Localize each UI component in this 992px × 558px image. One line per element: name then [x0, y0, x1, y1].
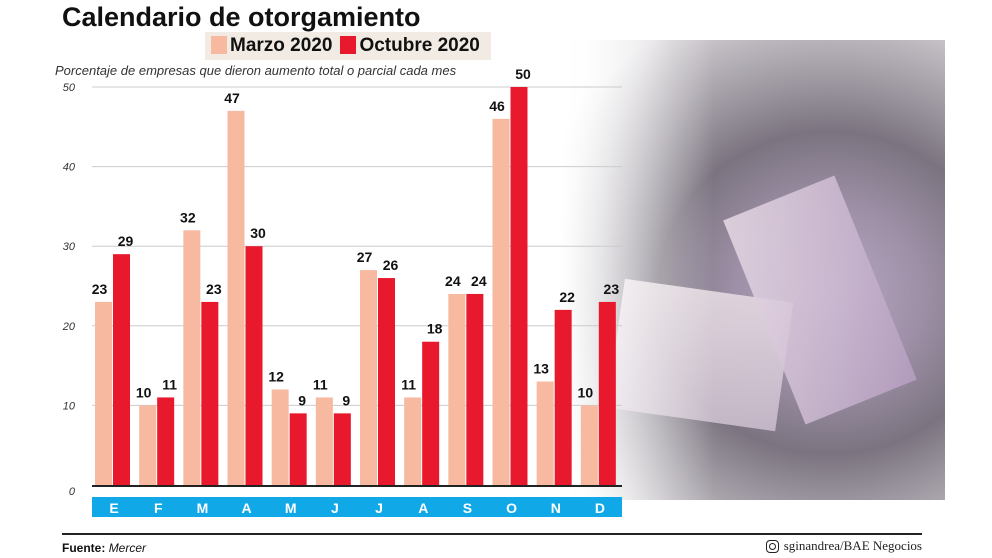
month-label: O — [506, 500, 517, 516]
bar-marzo — [183, 230, 201, 485]
bar-octubre — [245, 246, 263, 485]
bar-marzo — [448, 293, 466, 485]
bar-octubre — [333, 413, 351, 485]
y-tick-label: 40 — [63, 162, 76, 174]
data-label: 13 — [533, 361, 549, 377]
legend-swatch — [211, 36, 227, 54]
y-tick-label: 50 — [63, 82, 76, 94]
bar-marzo — [227, 110, 245, 485]
wallet-money-photo — [560, 40, 945, 500]
data-label: 11 — [401, 376, 416, 392]
y-tick-label: 0 — [69, 486, 76, 498]
data-label: 50 — [515, 66, 531, 82]
credit-text: sginandrea/BAE Negocios — [783, 538, 922, 553]
month-band — [92, 497, 622, 517]
instagram-icon — [765, 539, 779, 553]
month-label: E — [109, 500, 118, 516]
data-label: 23 — [206, 281, 222, 297]
month-label: M — [197, 500, 209, 516]
data-label: 32 — [180, 209, 196, 225]
month-label: N — [551, 500, 561, 516]
bar-octubre — [201, 301, 219, 485]
data-label: 10 — [136, 384, 152, 400]
chart-subtitle: Porcentaje de empresas que dieron aument… — [55, 63, 457, 78]
legend: Marzo 2020 Octubre 2020 — [205, 32, 491, 60]
month-label: J — [375, 500, 383, 516]
data-label: 30 — [250, 225, 266, 241]
month-label: A — [418, 500, 428, 516]
bar-marzo — [492, 118, 510, 485]
bar-octubre — [378, 278, 395, 485]
y-tick-label: 30 — [63, 241, 76, 253]
legend-label: Marzo 2020 — [230, 35, 333, 56]
bar-octubre — [289, 413, 307, 485]
source-label: Fuente: — [62, 541, 106, 555]
bar-marzo — [315, 397, 333, 485]
data-label: 29 — [118, 233, 134, 249]
bar-octubre — [554, 309, 572, 485]
bar-marzo — [404, 397, 422, 485]
chart-title: Calendario de otorgamiento — [62, 2, 421, 32]
source-value: Mercer — [108, 541, 147, 555]
bar-marzo — [580, 405, 598, 485]
legend-label: Octubre 2020 — [359, 35, 480, 56]
bar-octubre — [113, 254, 130, 485]
data-label: 9 — [298, 392, 306, 408]
data-label: 10 — [578, 384, 594, 400]
bar-marzo — [271, 389, 289, 485]
bar-octubre — [466, 293, 484, 485]
legend-item-octubre: Octubre 2020 — [340, 35, 480, 57]
data-label: 23 — [92, 281, 108, 297]
bar-marzo — [536, 381, 554, 485]
y-tick-label: 20 — [62, 321, 76, 333]
data-label: 24 — [471, 273, 487, 289]
month-label: M — [285, 500, 297, 516]
divider — [62, 533, 922, 535]
month-label: A — [242, 500, 252, 516]
source: Fuente: Mercer — [62, 541, 146, 555]
legend-swatch — [340, 36, 357, 54]
month-label: S — [463, 500, 472, 516]
data-label: 26 — [383, 257, 399, 273]
data-label: 11 — [313, 376, 328, 392]
data-label: 46 — [489, 98, 505, 114]
month-label: J — [331, 500, 339, 516]
y-tick-label: 10 — [63, 400, 76, 412]
data-label: 11 — [162, 376, 177, 392]
data-label: 18 — [427, 321, 443, 337]
legend-item-marzo: Marzo 2020 — [211, 35, 332, 57]
bar-octubre — [157, 397, 175, 485]
data-label: 9 — [342, 392, 350, 408]
bar-octubre — [598, 301, 616, 485]
bar-marzo — [139, 405, 157, 485]
data-label: 24 — [445, 273, 461, 289]
data-label: 23 — [604, 281, 620, 297]
data-label: 22 — [559, 289, 575, 305]
month-label: D — [595, 500, 605, 516]
bar-octubre — [510, 87, 528, 485]
bar-octubre — [422, 341, 440, 485]
month-label: F — [154, 500, 163, 516]
data-label: 47 — [224, 90, 240, 106]
credit: sginandrea/BAE Negocios — [765, 538, 922, 554]
bar-marzo — [360, 270, 377, 485]
data-label: 27 — [357, 249, 373, 265]
bar-marzo — [95, 301, 112, 485]
data-label: 12 — [268, 368, 284, 384]
